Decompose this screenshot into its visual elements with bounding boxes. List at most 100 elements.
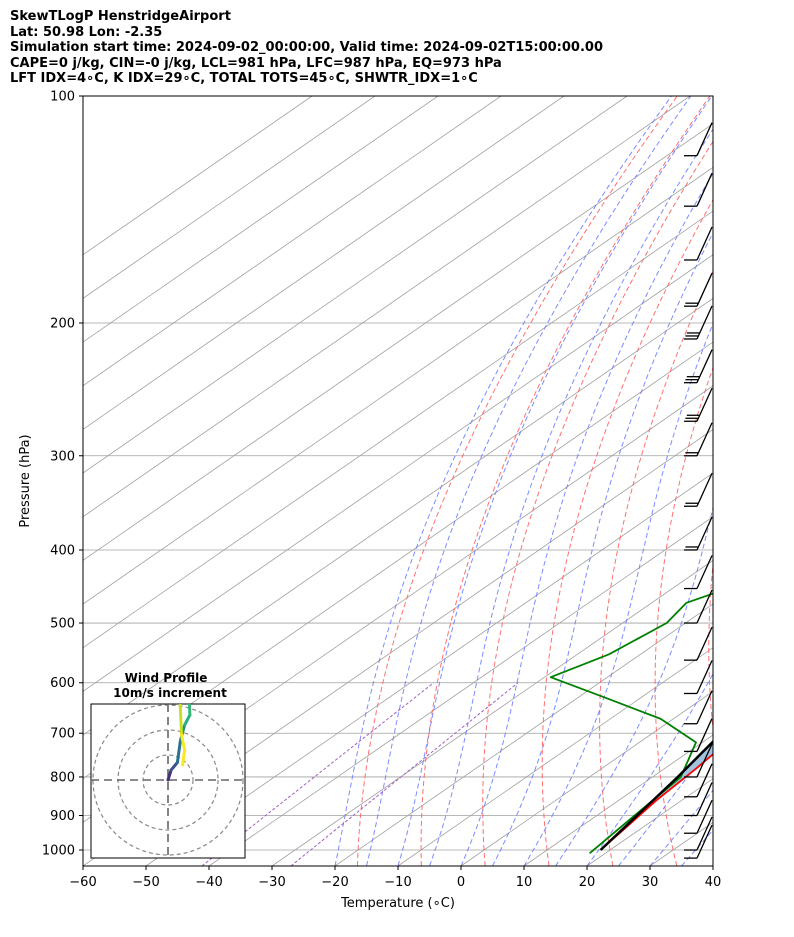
wind-barb [684,555,713,590]
x-tick-label: −40 [195,875,222,890]
hodograph-segment [166,768,173,782]
isotherm-line [83,210,713,649]
barb-staff [696,824,713,859]
wind-barb [684,718,713,753]
wind-barb [684,816,713,851]
y-tick-label: 700 [50,727,75,742]
dry-adiabat [599,269,713,866]
barb-staff [696,226,713,261]
barb-staff [696,305,713,340]
barb-staff [696,387,713,422]
y-ticks: 1000 900 800 700 600 500 400 300 200 100 [42,90,83,859]
isotherm-line [523,734,713,866]
y-tick-label: 600 [50,676,75,691]
wind-barb [684,387,713,422]
x-tick-label: −60 [69,875,96,890]
dry-adiabat [654,366,713,866]
index-line: LFT IDX=4∘C, K IDX=29∘C, TOTAL TOTS=45∘C… [10,71,478,86]
y-tick-label: 100 [50,90,75,105]
isotherm-line [271,559,713,866]
wind-barb [684,660,713,695]
barb-staff [696,816,713,851]
barb-staff [696,660,713,694]
hodograph-segment [187,704,192,717]
x-tick-label: −50 [132,875,159,890]
y-tick-label: 400 [50,543,75,558]
wind-barb [684,305,713,340]
y-tick-label: 300 [50,449,75,464]
dry-adiabat [761,96,794,866]
x-axis-label: Temperature (∘C) [340,896,455,911]
isotherm-line [83,297,713,736]
dry-adiabat [482,140,713,866]
wind-barb [684,172,713,207]
isotherm-line [397,647,713,866]
isotherm-line [649,821,713,866]
isotherm-line [208,516,713,866]
barb-staff [696,743,713,778]
hodograph-segment [181,748,187,767]
barb-staff [696,626,713,661]
moist-adiabat [586,672,713,866]
y-tick-label: 900 [50,809,75,824]
wind-barbs [684,122,713,859]
dry-adiabat [541,198,713,866]
moist-adiabat [712,865,713,866]
isotherm-line [712,865,713,866]
dewpoint-line [549,592,713,854]
moist-adiabat [681,829,713,866]
y-tick-label: 500 [50,617,75,632]
barb-staff [696,472,713,507]
chart-title-block: SkewTLogP HenstridgeAirport Lat: 50.98 L… [10,9,603,87]
hodograph-segment [180,733,187,752]
cape-line: CAPE=0 j/kg, CIN=-0 j/kg, LCL=981 hPa, L… [10,55,502,71]
wind-barb [684,122,713,157]
mixing-ratio-line [290,682,519,866]
isotherm-line [83,96,565,430]
x-tick-label: 10 [516,875,533,890]
wind-barb [684,349,713,384]
barb-staff [696,122,713,156]
barb-staff [696,718,713,752]
wind-profile-inset: Wind Profile 10m/s increment [90,671,246,859]
y-tick-label: 800 [50,770,75,785]
wind-barb [684,516,713,551]
isotherm-line [83,96,628,474]
wind-barb [684,782,713,817]
moist-adiabat [460,172,713,866]
moist-adiabat [555,505,713,866]
barb-staff [696,763,713,798]
isotherm-line [83,123,713,561]
time-line: Simulation start time: 2024-09-02_00:00:… [10,40,603,55]
wind-barb [684,472,713,507]
y-tick-label: 200 [50,316,75,331]
moist-adiabat [334,96,672,866]
hodograph-segment [169,761,179,772]
x-tick-label: 0 [457,875,465,890]
temperature-line [600,753,713,851]
barb-staff [696,589,713,624]
cape-cin-fill [600,741,713,850]
x-tick-label: −30 [258,875,285,890]
wind-barb [684,226,713,261]
y-tick-label: 1000 [42,844,75,859]
wind-barb [684,799,713,834]
x-tick-label: 30 [642,875,659,890]
wind-barb [684,272,713,307]
hodograph [91,704,245,858]
inset-subtitle: 10m/s increment [113,686,227,700]
chart-title: SkewTLogP HenstridgeAirport [10,9,231,24]
isotherm-line [83,96,691,518]
wind-barb [684,626,713,661]
inset-title: Wind Profile [125,671,208,685]
isotherm-line [83,428,713,866]
x-ticks: −60 −50 −40 −30 −20 −10 0 10 20 30 40 [69,866,721,890]
isotherm-line [334,603,713,866]
y-axis-label: Pressure (hPa) [18,434,33,527]
barb-staff [696,782,713,816]
isotherm-line [83,254,713,692]
x-tick-label: 40 [705,875,722,890]
wind-barb [684,763,713,798]
hodograph-segment [183,713,192,727]
